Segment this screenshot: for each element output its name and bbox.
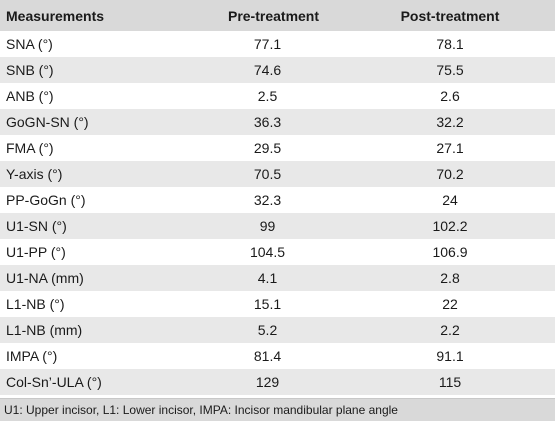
measurement-name: SNB (°) — [6, 62, 54, 78]
measurement-name: U1-PP (°) — [6, 244, 66, 260]
pre-treatment-value: 5.2 — [257, 322, 278, 338]
table-row: U1-SN (°) 99 102.2 — [0, 213, 555, 239]
pre-treatment-value: 36.3 — [253, 114, 282, 130]
table-row: Y-axis (°) 70.5 70.2 — [0, 161, 555, 187]
measurement-name: SNA (°) — [6, 36, 53, 52]
pre-treatment-value: 15.1 — [253, 296, 282, 312]
table-row: U1-NA (mm) 4.1 2.8 — [0, 265, 555, 291]
pre-treatment-value: 104.5 — [249, 244, 286, 260]
table-row: PP-GoGn (°) 32.3 24 — [0, 187, 555, 213]
table-row: GoGN-SN (°) 36.3 32.2 — [0, 109, 555, 135]
pre-treatment-value: 29.5 — [253, 140, 282, 156]
post-treatment-value: 2.8 — [440, 270, 460, 286]
post-treatment-value: 106.9 — [432, 244, 468, 260]
header-pre-treatment: Pre-treatment — [227, 7, 320, 24]
table-row: U1-PP (°) 104.5 106.9 — [0, 239, 555, 265]
post-treatment-value: 115 — [438, 374, 462, 390]
table-row: L1-NB (mm) 5.2 2.2 — [0, 317, 555, 343]
post-treatment-value: 24 — [442, 192, 458, 208]
table-row: FMA (°) 29.5 27.1 — [0, 135, 555, 161]
table-row: IMPA (°) 81.4 91.1 — [0, 343, 555, 369]
table-row: SNB (°) 74.6 75.5 — [0, 57, 555, 83]
measurement-name: U1-NA (mm) — [6, 270, 84, 286]
post-treatment-value: 75.5 — [436, 62, 464, 78]
pre-treatment-value: 74.6 — [253, 62, 282, 78]
pre-treatment-value: 77.1 — [253, 36, 282, 52]
header-measurements: Measurements — [6, 7, 105, 24]
post-treatment-value: 27.1 — [436, 140, 464, 156]
measurement-name: ANB (°) — [6, 88, 54, 104]
pre-treatment-value: 81.4 — [253, 348, 282, 364]
table-row: Col-Sn’-ULA (°) 129 115 — [0, 369, 555, 395]
table-row: ANB (°) 2.5 2.6 — [0, 83, 555, 109]
measurement-name: Col-Sn’-ULA (°) — [6, 374, 102, 390]
post-treatment-value: 2.6 — [440, 88, 460, 104]
measurement-name: FMA (°) — [6, 140, 54, 156]
pre-treatment-value: 129 — [255, 374, 280, 390]
table-row: L1-NB (°) 15.1 22 — [0, 291, 555, 317]
post-treatment-value: 22 — [442, 296, 458, 312]
post-treatment-value: 91.1 — [436, 348, 464, 364]
post-treatment-value: 2.2 — [440, 322, 460, 338]
measurement-name: IMPA (°) — [6, 348, 58, 364]
pre-treatment-value: 99 — [259, 218, 276, 234]
measurement-name: U1-SN (°) — [6, 218, 67, 234]
pre-treatment-value: 70.5 — [253, 166, 282, 182]
measurement-name: Y-axis (°) — [6, 166, 63, 182]
pre-treatment-value: 32.3 — [253, 192, 282, 208]
measurement-name: L1-NB (°) — [6, 296, 65, 312]
measurement-name: GoGN-SN (°) — [6, 114, 89, 130]
post-treatment-value: 32.2 — [436, 114, 464, 130]
post-treatment-value: 102.2 — [432, 218, 468, 234]
table-header-row: Measurements Pre-treatment Post-treatmen… — [0, 0, 555, 31]
post-treatment-value: 70.2 — [436, 166, 464, 182]
header-post-treatment: Post-treatment — [400, 7, 500, 24]
post-treatment-value: 78.1 — [436, 36, 464, 52]
table-footnote: U1: Upper incisor, L1: Lower incisor, IM… — [0, 398, 555, 421]
measurement-name: L1-NB (mm) — [6, 322, 83, 338]
table-row: SNA (°) 77.1 78.1 — [0, 31, 555, 57]
measurement-name: PP-GoGn (°) — [6, 192, 86, 208]
measurements-table: Measurements Pre-treatment Post-treatmen… — [0, 0, 555, 395]
pre-treatment-value: 2.5 — [257, 88, 278, 104]
pre-treatment-value: 4.1 — [257, 270, 278, 286]
